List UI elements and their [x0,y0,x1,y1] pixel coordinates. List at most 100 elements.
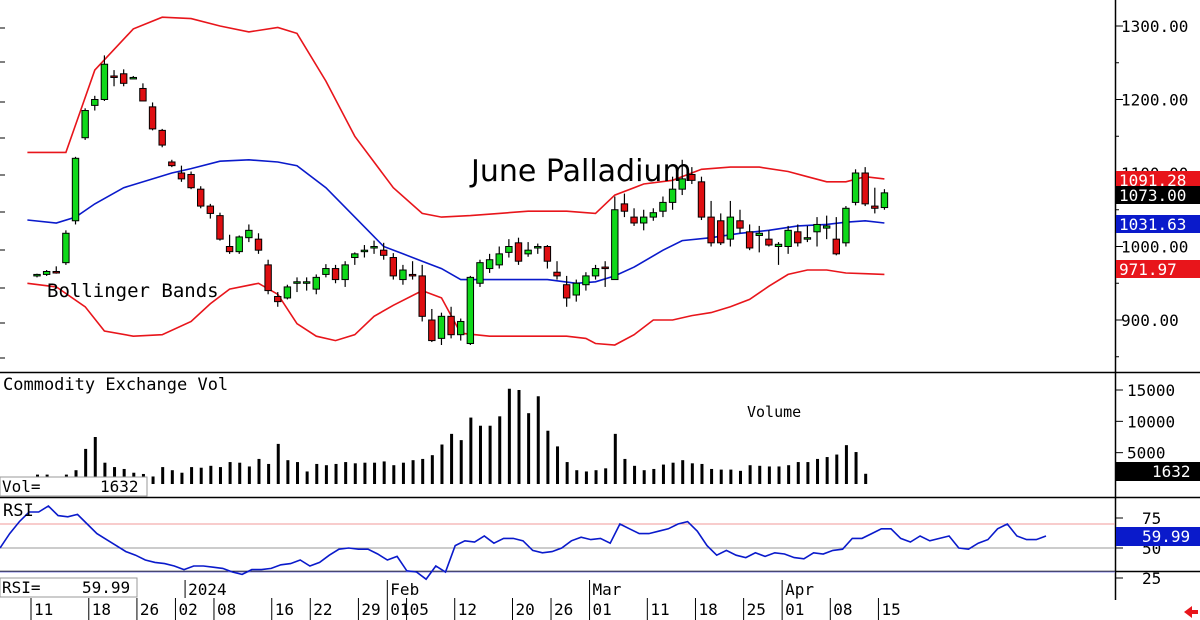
volume-bar [209,465,213,484]
volume-bar [613,433,617,484]
candle-up [312,276,320,290]
candle-up [485,259,494,270]
volume-bar [806,462,810,484]
bollinger-upper-band [27,16,885,218]
date-tick-label: 01 [593,600,612,619]
date-tick-label: 02 [178,600,197,619]
candle-up [100,63,109,100]
volume-bar [218,467,222,484]
candle-down [745,231,754,249]
rsi-readout-box [0,577,138,598]
date-tick-label: 15 [881,600,900,619]
volume-bar [286,460,290,484]
price-tag-label: 1091.28 [1119,171,1186,190]
volume-bar [113,467,117,484]
volume-bar [671,462,675,484]
candle-up [322,268,330,275]
candle-down [861,172,869,205]
volume-tick-label: 10000 [1127,412,1175,431]
candle-up [81,110,89,139]
candle-up [91,99,99,106]
volume-bar [151,476,155,484]
rsi-line [0,504,1047,581]
candle-down [148,106,157,130]
volume-bar [517,390,521,484]
candle-down [187,173,195,189]
volume-bar [584,471,588,484]
candle-down [688,173,696,181]
volume-bar [816,458,820,484]
date-tick-label: 01 [390,600,409,619]
candle-up [399,269,407,281]
volume-readout-value: 1632 [100,477,139,496]
volume-bar [190,467,194,484]
candle-down [379,249,388,256]
date-tick-label: 16 [275,600,294,619]
candle-up [129,76,138,80]
month-label: Apr [785,580,814,599]
candle-down [697,181,706,218]
candle-up [649,212,658,218]
volume-bar [170,470,174,484]
candle-up [283,286,292,299]
date-tick-label: 01 [785,600,804,619]
candle-down [707,216,715,244]
volume-tick-label: 15000 [1127,381,1175,400]
volume-bar [575,470,579,484]
candle-up [774,243,783,247]
axis-layer: 1300.001200.001100.001000.00900.001091.2… [30,17,1200,620]
candle-down [168,161,176,167]
rsi-current-label: 59.99 [1142,527,1190,546]
candle-up [784,229,792,248]
candle-down [601,266,609,270]
volume-bar [324,465,328,484]
volume-bar [546,430,550,484]
candle-up [639,216,648,224]
candle-up [370,246,378,249]
volume-bar [180,472,184,484]
volume-bar [796,462,800,484]
volume-bar [729,469,733,484]
volume-readout-label: Vol= [2,477,41,496]
date-tick-label: 12 [458,600,477,619]
candle-up [755,232,763,236]
candle-down [630,216,638,224]
candle-down [871,205,879,209]
date-tick-label: 29 [361,600,380,619]
volume-bar [228,462,232,484]
candle-up [42,270,51,275]
bollinger-label: Bollinger Bands [47,280,219,302]
volume-panel: Vol= 1632 [0,388,868,497]
volume-bar [238,462,242,484]
volume-bar [267,463,271,484]
candle-up [813,223,821,233]
rsi-readout-value: 59.99 [82,578,130,597]
rsi-panel-title: RSI [3,501,34,521]
volume-bar [844,445,848,484]
volume-bar [777,466,781,484]
volume-bar [296,462,300,484]
date-tick-label: 05 [410,600,429,619]
volume-bar [305,471,309,484]
volume-bar [450,433,454,484]
candle-down [717,220,725,244]
volume-panel-title: Commodity Exchange Vol [3,375,228,395]
candle-down [225,246,234,253]
bollinger-middle-band [27,158,885,285]
candle-up [524,249,532,255]
volume-current-label: 1632 [1152,462,1191,481]
volume-bar [738,470,742,484]
candle-up [341,264,349,281]
price-tick-label: 1200.00 [1121,91,1188,110]
volume-bar [257,458,261,484]
volume-bar [382,461,386,484]
volume-bar [507,388,511,484]
volume-bar [556,446,560,484]
candle-up [437,315,446,339]
volume-bar [661,464,665,484]
volume-bar [392,465,396,484]
date-tick-label: 08 [217,600,236,619]
candle-down [389,257,398,277]
volume-bar [430,455,434,484]
